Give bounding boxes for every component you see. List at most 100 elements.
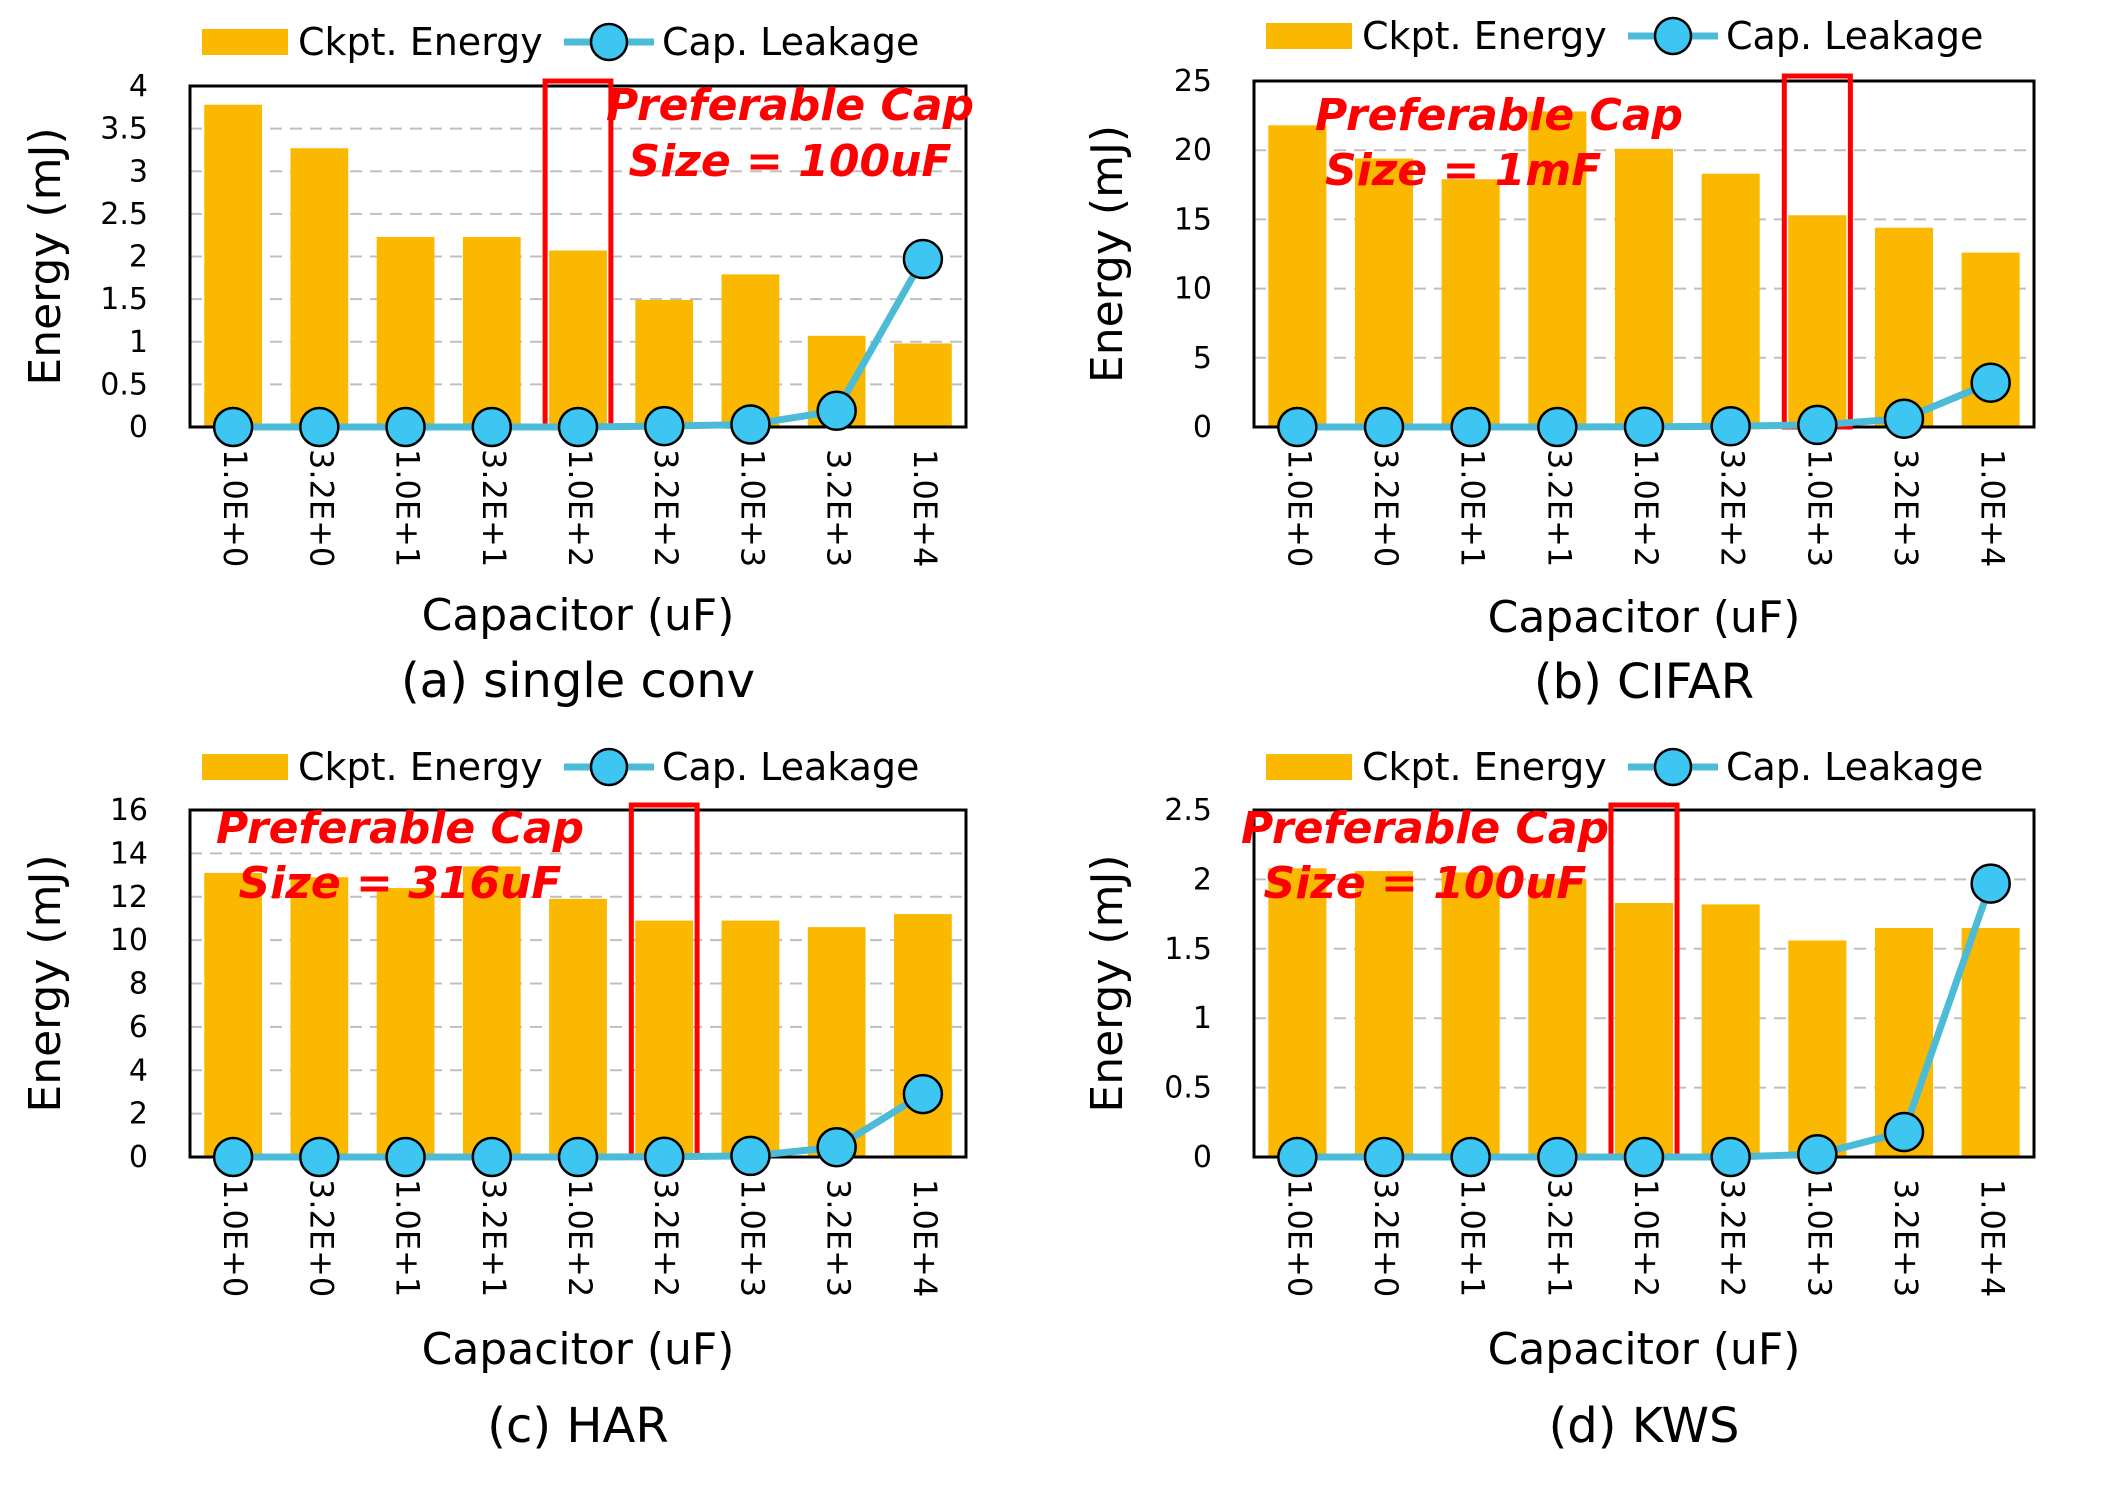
y-tick-label: 4 [129,1053,148,1088]
x-tick-label: 3.2E+0 [302,449,340,567]
legend-swatch-bar [202,29,288,55]
legend: Ckpt. Energy Cap. Leakage [202,20,919,64]
legend-label-bar: Ckpt. Energy [1362,745,1607,789]
bar-1.0E+0 [1268,868,1327,1157]
leakage-marker-1.0E+3 [1797,1133,1838,1175]
x-tick-label: 3.2E+0 [1367,449,1405,567]
x-tick-label: 3.2E+2 [647,1179,685,1297]
bar-3.2E+1 [1528,879,1587,1157]
leakage-marker-3.2E+1 [1537,406,1578,448]
bar-3.2E+0 [1354,871,1414,1157]
y-tick-label: 0.5 [100,367,148,402]
bar-3.2E+2 [1701,173,1760,427]
bar-1.0E+2 [1614,902,1674,1157]
y-tick-label: 1 [1193,1001,1212,1036]
chart-panel-1: 0 0.5 1 1.5 2 2.5 3 3.5 4 1.0E+0 3.2E+0 1.0E+1 3.2E+… [20,20,974,709]
leakage-marker-3.2E+3 [816,1126,857,1168]
annotation-line-2: Size = 1mF [1325,145,1601,196]
x-axis-title: Capacitor (uF) [422,1324,735,1375]
x-tick-label: 3.2E+2 [1714,449,1752,567]
y-tick-label: 10 [1174,272,1212,307]
y-tick-label: 2.5 [100,197,148,232]
x-tick-label: 3.2E+0 [1367,1179,1405,1297]
leakage-marker-1.0E+2 [557,1136,599,1178]
annotation-line-2: Size = 100uF [1264,858,1587,909]
leakage-marker-3.2E+0 [299,1136,340,1178]
leakage-marker-1.0E+3 [1797,404,1838,446]
legend-swatch-marker [1653,747,1693,787]
bar-1.0E+1 [1441,872,1500,1157]
y-tick-label: 0 [129,410,148,445]
x-tick-label: 1.0E+2 [1627,1179,1665,1297]
legend: Ckpt. Energy Cap. Leakage [1266,745,1983,789]
x-tick-label: 1.0E+3 [1800,1179,1838,1297]
bar-1.0E+1 [376,888,435,1157]
x-axis-title: Capacitor (uF) [422,590,735,641]
x-axis-title: Capacitor (uF) [1488,1324,1801,1375]
bar-1.0E+2 [549,250,607,427]
legend-label-line: Cap. Leakage [662,745,919,789]
x-tick-label: 1.0E+0 [1280,449,1318,567]
bar-1.0E+2 [1614,148,1674,428]
panel-caption: (d) KWS [1549,1398,1740,1454]
annotation-line-1: Preferable Cap [216,803,584,854]
y-tick-label: 16 [110,793,148,828]
x-tick-label: 1.0E+1 [389,449,427,567]
bar-1.0E+3 [1788,215,1847,427]
bar-1.0E+3 [721,920,780,1157]
x-tick-label: 1.0E+1 [389,1179,427,1297]
bar-1.0E+4 [894,914,952,1157]
leakage-marker-1.0E+1 [1450,406,1491,448]
annotation-line-2: Size = 316uF [239,858,562,909]
legend: Ckpt. Energy Cap. Leakage [202,745,919,789]
leakage-marker-3.2E+2 [1710,1136,1751,1178]
leakage-marker-1.0E+4 [1970,362,2011,403]
bar-1.0E+0 [204,104,262,427]
annotation-line-1: Preferable Cap [1315,90,1683,141]
x-axis-title: Capacitor (uF) [1488,592,1801,643]
bar-3.2E+3 [807,927,866,1157]
y-tick-label: 2.5 [1164,793,1212,828]
leakage-marker-1.0E+0 [212,406,254,448]
bar-1.0E+3 [721,274,780,427]
chart-panel-2: 0 5 10 15 20 25 1.0E+0 3.2E+0 1.0E+1 3.2E+1 1.0E+2… [1082,14,2036,710]
x-tick-label: 3.2E+2 [1714,1179,1752,1297]
panel-caption: (b) CIFAR [1534,654,1754,710]
x-tick-label: 1.0E+2 [561,449,599,567]
leakage-marker-3.2E+1 [471,406,513,448]
x-tick-label: 1.0E+4 [1974,1179,2012,1297]
x-tick-label: 1.0E+3 [1800,449,1838,567]
x-tick-label: 1.0E+0 [1280,1179,1318,1297]
legend-swatch-bar [202,754,288,780]
bar-1.0E+2 [549,898,607,1157]
bar-3.2E+0 [290,148,349,428]
y-tick-label: 0.5 [1164,1071,1212,1106]
leakage-marker-1.0E+1 [1450,1136,1491,1178]
leakage-marker-1.0E+1 [385,406,426,448]
legend-swatch-marker [1653,16,1693,56]
y-tick-label: 10 [110,923,148,958]
y-tick-label: 1.5 [1164,932,1212,967]
leakage-marker-1.0E+0 [212,1136,254,1178]
x-tick-label: 3.2E+3 [820,449,858,567]
leakage-marker-1.0E+2 [1623,406,1665,447]
leakage-marker-3.2E+2 [1710,406,1751,447]
x-tick-label: 3.2E+1 [1540,449,1578,567]
y-tick-label: 5 [1193,341,1212,376]
annotation-line-1: Preferable Cap [1241,803,1609,854]
bar-3.2E+2 [635,920,694,1157]
bar-3.2E+1 [462,236,521,427]
legend-label-line: Cap. Leakage [1726,14,1983,58]
y-tick-label: 25 [1174,64,1212,99]
bar-1.0E+4 [1961,927,2020,1157]
chart-panel-3: 0 2 4 6 8 10 12 14 16 1.0E+0 3.2E+0 1.0E+1 3.2E+1 1.0… [20,745,968,1454]
x-tick-label: 1.0E+1 [1454,449,1492,567]
bar-3.2E+3 [1874,227,1934,427]
x-tick-label: 1.0E+4 [906,449,944,567]
leakage-marker-3.2E+2 [643,1136,685,1178]
y-tick-label: 3 [129,154,148,189]
leakage-marker-1.0E+2 [1623,1136,1665,1178]
panel-caption: (a) single conv [401,653,755,709]
y-tick-label: 0 [1193,1140,1212,1175]
